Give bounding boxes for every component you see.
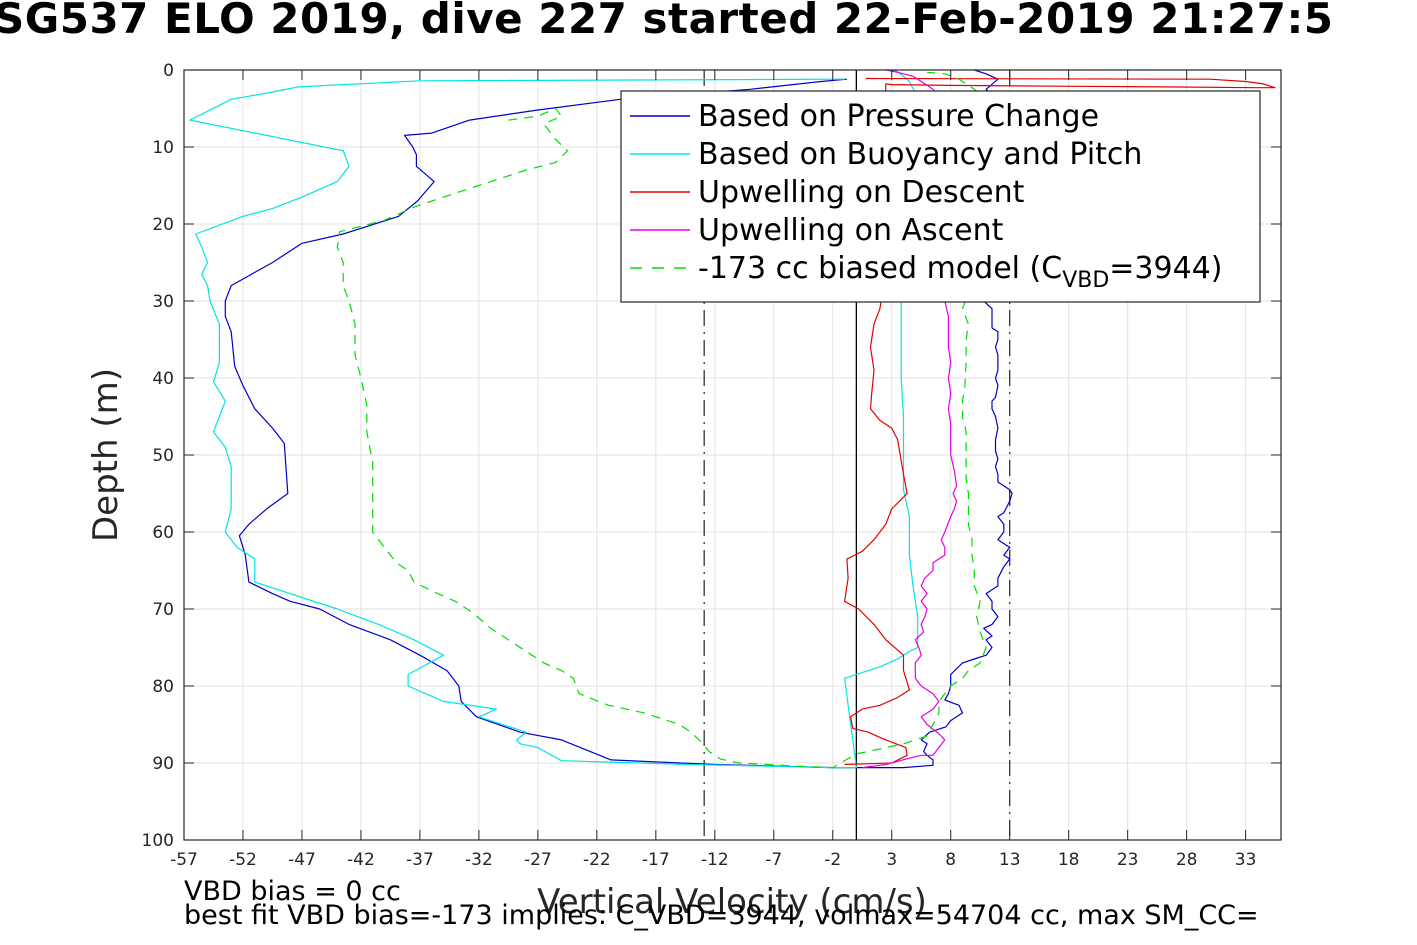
footnote-vbd-bias: VBD bias = 0 cc [184,876,401,907]
x-tick-label: 18 [1058,850,1080,870]
legend-entry-label: Based on Buoyancy and Pitch [698,137,1142,172]
x-tick-label: 23 [1117,850,1139,870]
legend-entry-label: Upwelling on Descent [698,175,1025,210]
legend-entry-label: Based on Pressure Change [698,99,1099,134]
y-tick-label: 80 [152,677,174,697]
x-tick-label: -27 [524,850,552,870]
x-tick-label: -57 [170,850,198,870]
y-tick-label: 50 [152,446,174,466]
series-line-1 [189,69,919,769]
y-tick-label: 90 [152,754,174,774]
axis-ticks: -57 -52 -47 -42 -37 -32 -27 -22 -17 -12 -7 -2 3 8 13 18… [142,61,1281,870]
legend-entry-label: -173 cc biased model (CVBD=3944) [698,251,1222,293]
x-tick-label: -22 [583,850,611,870]
x-tick-label: 13 [999,850,1021,870]
x-tick-label: -47 [288,850,316,870]
x-tick-label: -37 [406,850,434,870]
x-tick-label: 33 [1235,850,1257,870]
y-tick-label: 40 [152,369,174,389]
series-line-4 [336,71,987,769]
x-tick-label: -2 [824,850,841,870]
legend-box [620,90,1261,303]
y-axis-label: Depth (m) [86,368,126,542]
y-tick-label: 60 [152,523,174,543]
x-tick-label: 8 [945,850,956,870]
legend-entry-label: Upwelling on Ascent [698,213,1004,248]
x-tick-label: -12 [701,850,729,870]
y-tick-label: 20 [152,215,174,235]
y-tick-label: 0 [163,61,174,81]
y-tick-label: 30 [152,292,174,312]
series-line-2 [843,77,1276,766]
y-tick-label: 10 [152,138,174,158]
y-tick-label: 70 [152,600,174,620]
x-tick-label: -7 [765,850,782,870]
page-title: SG537 ELO 2019, dive 227 started 22-Feb-… [0,0,1334,43]
x-tick-label: 28 [1176,850,1198,870]
x-tick-label: -52 [229,850,257,870]
x-axis-label: Vertical Velocity (cm/s) [537,882,927,922]
footnote-best-fit: best fit VBD bias=-173 implies: C_VBD=39… [184,900,1259,931]
y-tick-label: 100 [142,831,174,851]
x-tick-label: -17 [642,850,670,870]
x-tick-label: -42 [347,850,375,870]
x-tick-label: -32 [465,850,493,870]
x-tick-label: 3 [886,850,897,870]
